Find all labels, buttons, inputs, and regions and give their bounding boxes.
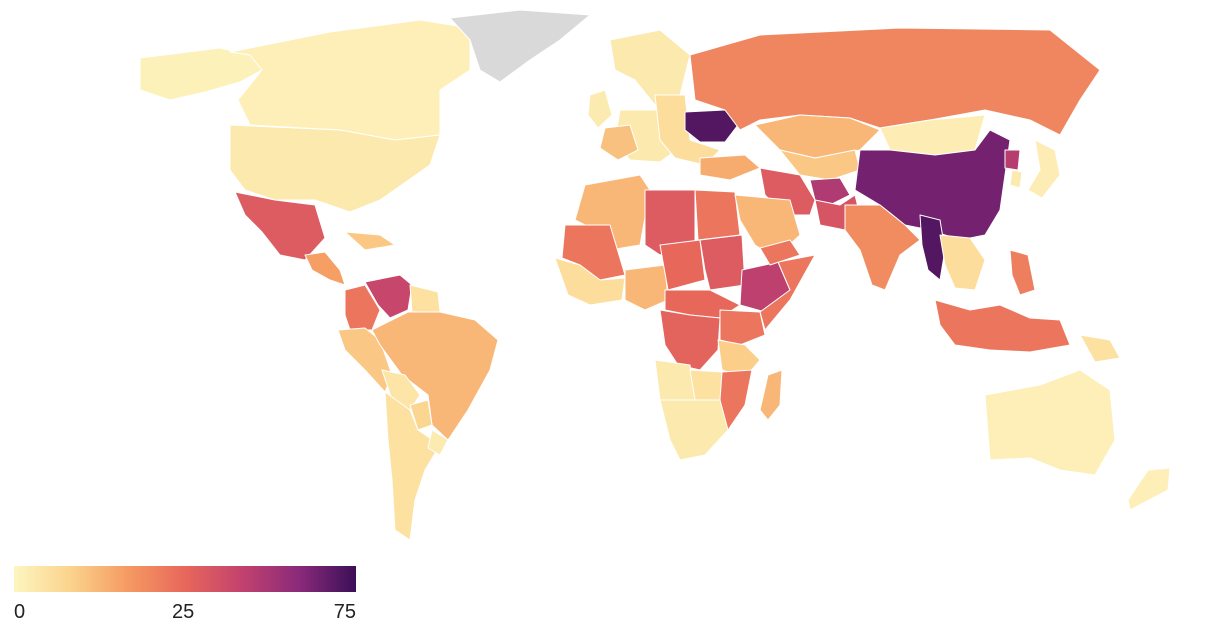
- region-png: [1079, 334, 1121, 363]
- region-uruguay: [427, 429, 449, 456]
- region-mexico: [234, 191, 326, 261]
- region-indonesia: [934, 299, 1071, 353]
- region-france: [599, 124, 639, 161]
- legend-max-label: 75: [333, 601, 356, 623]
- region-somalia: [759, 254, 816, 331]
- region-sudan: [699, 234, 746, 291]
- region-new-zealand: [1127, 467, 1171, 511]
- region-australia: [984, 369, 1116, 476]
- region-japan: [1027, 139, 1061, 199]
- region-nigeria: [624, 264, 669, 311]
- color-scale-legend: 0 25 75: [14, 566, 356, 631]
- region-zambia: [689, 369, 723, 401]
- region-korea: [1009, 169, 1023, 189]
- region-usa: [229, 124, 441, 213]
- region-yemen: [759, 239, 801, 266]
- region-russia: [689, 27, 1101, 136]
- region-southern-africa: [659, 399, 729, 461]
- legend-min-label: 0: [14, 601, 26, 623]
- region-drc: [659, 309, 721, 371]
- country-regions: [139, 9, 1171, 541]
- region-angola: [654, 359, 696, 401]
- legend-mid-label: 25: [172, 601, 195, 623]
- region-turkey: [699, 154, 761, 181]
- region-afghanistan: [809, 177, 851, 206]
- region-paraguay: [409, 399, 433, 431]
- region-caribbean: [344, 231, 396, 251]
- region-philippines: [1009, 249, 1036, 296]
- region-greenland: [449, 9, 591, 83]
- region-sahel: [659, 239, 706, 291]
- region-tanzania: [717, 339, 761, 379]
- region-west-africa-coast: [554, 257, 626, 306]
- region-indochina: [939, 234, 986, 291]
- region-central-america: [304, 251, 346, 286]
- region-guianas: [409, 284, 441, 313]
- world-choropleth-map: [139, 9, 1171, 541]
- region-argentina-chile: [384, 391, 441, 541]
- region-alaska: [139, 47, 263, 101]
- region-scandinavia: [609, 29, 691, 106]
- region-madagascar: [759, 369, 783, 421]
- region-canada: [229, 19, 471, 141]
- region-bolivia: [381, 369, 421, 411]
- region-uk: [587, 89, 613, 129]
- region-myanmar: [919, 214, 946, 281]
- region-venezuela: [364, 274, 413, 319]
- region-north-korea: [1004, 149, 1021, 171]
- region-maghreb: [574, 174, 651, 251]
- region-india: [844, 204, 921, 291]
- legend-gradient-bar: [14, 566, 356, 592]
- region-egypt: [694, 189, 741, 241]
- region-east-africa: [719, 309, 766, 346]
- legend-ticks: 0 25 75: [14, 601, 356, 631]
